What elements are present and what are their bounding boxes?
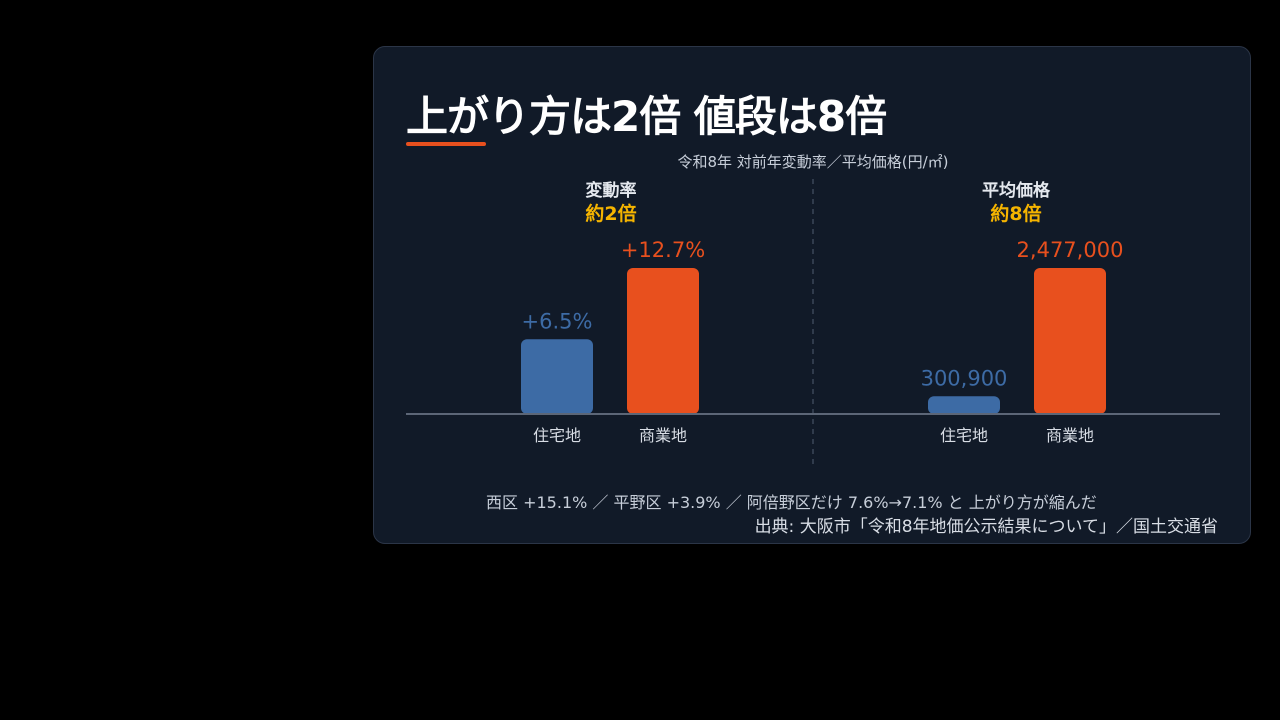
- left-panel-ratio: 約2倍: [585, 203, 637, 225]
- right-value-label-commercial: 2,477,000: [1017, 238, 1124, 262]
- right-category-label-commercial: 商業地: [1046, 426, 1094, 445]
- chart-subtitle: 令和8年 対前年変動率／平均価格(円/㎡): [677, 153, 949, 171]
- source-credit: 出典: 大阪市「令和8年地価公示結果について」／国土交通省: [754, 517, 1218, 537]
- right-panel-title: 平均価格: [982, 181, 1050, 201]
- left-bar-residential: [521, 339, 593, 414]
- right-value-label-residential: 300,900: [921, 366, 1008, 390]
- left-value-label-residential: +6.5%: [522, 309, 593, 333]
- left-value-label-commercial: +12.7%: [621, 238, 705, 262]
- right-bar-commercial: [1034, 268, 1106, 414]
- title-accent-line: [406, 142, 486, 146]
- right-bar-residential: [928, 396, 1000, 414]
- left-panel-title: 変動率: [585, 181, 637, 201]
- page-title: 上がり方は2倍 値段は8倍: [406, 92, 887, 141]
- right-panel-ratio: 約8倍: [990, 203, 1042, 225]
- left-category-label-residential: 住宅地: [533, 426, 581, 445]
- chart-card: 上がり方は2倍 値段は8倍 令和8年 対前年変動率／平均価格(円/㎡) 変動率 …: [373, 46, 1251, 544]
- right-category-label-residential: 住宅地: [940, 426, 988, 445]
- left-bar-commercial: [627, 268, 699, 414]
- left-category-label-commercial: 商業地: [639, 426, 687, 445]
- bar-chart: +6.5% 住宅地 +12.7% 商業地 300,900 住宅地 2,477,000 商業地: [406, 179, 1220, 467]
- district-note: 西区 +15.1% ／ 平野区 +3.9% ／ 阿倍野区だけ 7.6%→7.1%…: [486, 493, 1097, 512]
